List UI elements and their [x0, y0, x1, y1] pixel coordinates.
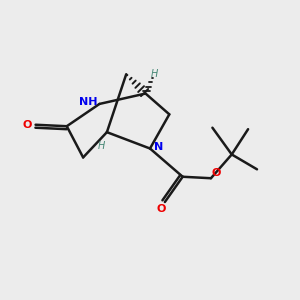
Text: NH: NH [79, 98, 97, 107]
Text: O: O [212, 168, 221, 178]
Text: H: H [151, 69, 158, 79]
Text: O: O [22, 120, 32, 130]
Text: H: H [97, 140, 105, 151]
Text: O: O [157, 203, 166, 214]
Text: N: N [154, 142, 163, 152]
